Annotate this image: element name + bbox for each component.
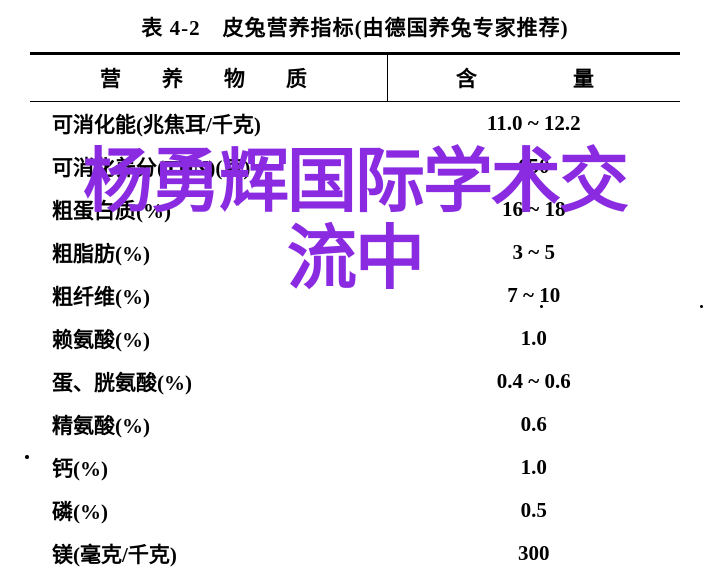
- table-row: 粗纤维(%)7 ~ 10: [30, 274, 680, 317]
- amount-cell: 0.5: [388, 489, 681, 532]
- amount-cell: 16 ~ 18: [388, 188, 681, 231]
- amount-cell: 7 ~ 10: [388, 274, 681, 317]
- nutrient-cell: 可消化养分(TDN)(克): [30, 145, 388, 188]
- table-row: 可消化养分(TDN)(克)650: [30, 145, 680, 188]
- noise-dot: [25, 455, 29, 459]
- nutrient-cell: 精氨酸(%): [30, 403, 388, 446]
- table-header-row: 营 养 物 质 含 量: [30, 54, 680, 102]
- table-title: 表 4-2 皮兔营养指标(由德国养兔专家推荐): [30, 12, 680, 42]
- nutrient-cell: 磷(%): [30, 489, 388, 532]
- amount-cell: 1.0: [388, 446, 681, 489]
- amount-cell: 0.6: [388, 403, 681, 446]
- nutrient-cell: 蛋、胱氨酸(%): [30, 360, 388, 403]
- table-row: 精氨酸(%)0.6: [30, 403, 680, 446]
- nutrient-cell: 赖氨酸(%): [30, 317, 388, 360]
- table-row: 粗脂肪(%)3 ~ 5: [30, 231, 680, 274]
- amount-cell: 3 ~ 5: [388, 231, 681, 274]
- nutrient-cell: 粗蛋白质(%): [30, 188, 388, 231]
- noise-dot: [700, 305, 703, 308]
- amount-cell: 11.0 ~ 12.2: [388, 102, 681, 146]
- table-row: 磷(%)0.5: [30, 489, 680, 532]
- amount-cell: 1.0: [388, 317, 681, 360]
- table-row: 粗蛋白质(%)16 ~ 18: [30, 188, 680, 231]
- header-amount: 含 量: [388, 54, 681, 102]
- amount-cell: 0.4 ~ 0.6: [388, 360, 681, 403]
- table-row: 赖氨酸(%)1.0: [30, 317, 680, 360]
- table-row: 可消化能(兆焦耳/千克)11.0 ~ 12.2: [30, 102, 680, 146]
- nutrient-cell: 粗纤维(%): [30, 274, 388, 317]
- amount-cell: 300: [388, 532, 681, 575]
- table-row: 蛋、胱氨酸(%)0.4 ~ 0.6: [30, 360, 680, 403]
- table-row: 镁(毫克/千克)300: [30, 532, 680, 575]
- noise-dot: [540, 305, 543, 308]
- amount-cell: 650: [388, 145, 681, 188]
- header-nutrient: 营 养 物 质: [30, 54, 388, 102]
- table-row: 钙(%)1.0: [30, 446, 680, 489]
- nutrient-cell: 镁(毫克/千克): [30, 532, 388, 575]
- nutrient-cell: 钙(%): [30, 446, 388, 489]
- nutrition-table: 营 养 物 质 含 量 可消化能(兆焦耳/千克)11.0 ~ 12.2可消化养分…: [30, 52, 680, 575]
- nutrient-cell: 可消化能(兆焦耳/千克): [30, 102, 388, 146]
- nutrient-cell: 粗脂肪(%): [30, 231, 388, 274]
